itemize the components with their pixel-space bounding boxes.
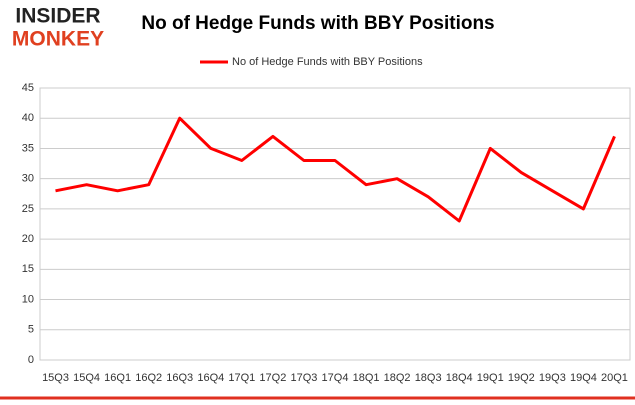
- x-tick-label: 16Q1: [104, 372, 131, 384]
- x-tick-label: 17Q4: [322, 372, 349, 384]
- y-tick-label: 0: [28, 354, 34, 366]
- x-tick-label: 18Q4: [446, 372, 473, 384]
- chart-title: No of Hedge Funds with BBY Positions: [141, 13, 494, 34]
- y-tick-label: 45: [22, 82, 34, 94]
- x-tick-label: 17Q1: [228, 372, 255, 384]
- x-tick-label: 15Q4: [73, 372, 100, 384]
- x-tick-label: 19Q4: [570, 372, 597, 384]
- y-tick-label: 10: [22, 293, 34, 305]
- x-tick-label: 20Q1: [601, 372, 628, 384]
- y-tick-label: 20: [22, 233, 34, 245]
- y-tick-label: 15: [22, 263, 34, 275]
- x-tick-label: 19Q2: [508, 372, 535, 384]
- x-tick-label: 18Q2: [384, 372, 411, 384]
- x-tick-label: 16Q2: [135, 372, 162, 384]
- logo-bottom: MONKEY: [12, 28, 104, 51]
- x-tick-label: 17Q3: [290, 372, 317, 384]
- x-tick-label: 19Q3: [539, 372, 566, 384]
- x-tick-label: 16Q3: [166, 372, 193, 384]
- data-line: [55, 116, 616, 223]
- legend-label: No of Hedge Funds with BBY Positions: [232, 56, 423, 68]
- x-tick-label: 19Q1: [477, 372, 504, 384]
- y-tick-label: 30: [22, 173, 34, 185]
- x-tick-label: 16Q4: [197, 372, 224, 384]
- x-tick-label: 18Q1: [353, 372, 380, 384]
- x-tick-label: 15Q3: [42, 372, 69, 384]
- logo-top: INSIDER: [15, 5, 100, 28]
- y-tick-label: 40: [22, 112, 34, 124]
- y-tick-label: 35: [22, 142, 34, 154]
- x-tick-label: 18Q3: [415, 372, 442, 384]
- y-tick-label: 25: [22, 203, 34, 215]
- y-tick-label: 5: [28, 324, 34, 336]
- x-tick-label: 17Q2: [259, 372, 286, 384]
